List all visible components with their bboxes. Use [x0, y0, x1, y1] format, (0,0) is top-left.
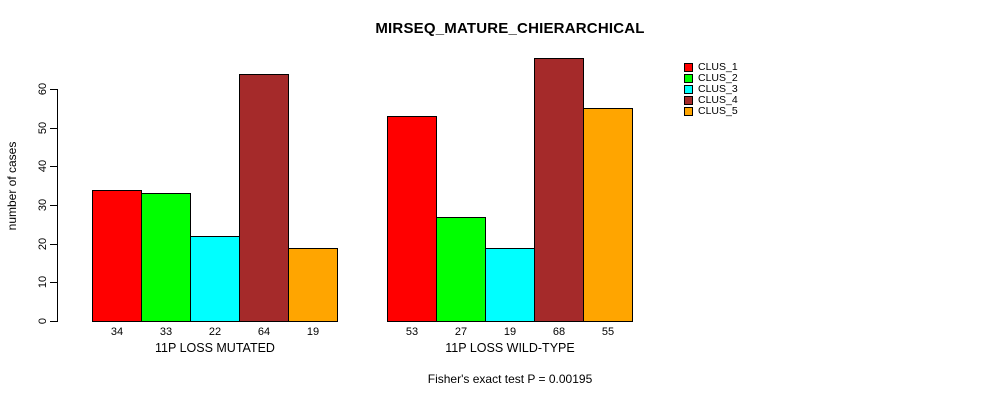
y-tick: [50, 282, 58, 284]
bar-value-label: 22: [208, 326, 222, 338]
legend-swatch: [684, 95, 693, 105]
legend-label: CLUS_3: [698, 83, 738, 95]
legend-label: CLUS_2: [698, 72, 738, 84]
y-tick-label: 30: [37, 198, 49, 212]
y-tick-label: 40: [37, 160, 49, 173]
bar-value-label: 55: [601, 326, 615, 338]
legend-swatch: [684, 84, 693, 94]
footer-note: Fisher's exact test P = 0.00195: [427, 372, 593, 386]
legend-label: CLUS_5: [698, 105, 738, 117]
y-axis-title: number of cases: [5, 141, 19, 231]
group-label: 11P LOSS MUTATED: [155, 341, 275, 355]
y-tick: [50, 205, 58, 206]
legend-item: CLUS_2: [684, 73, 738, 83]
bar: [141, 193, 191, 322]
legend-swatch: [684, 62, 693, 72]
bar: [288, 247, 338, 322]
bar: [387, 116, 437, 322]
legend-label: CLUS_4: [698, 94, 738, 106]
legend-label: CLUS_1: [698, 61, 738, 73]
bar-value-label: 68: [552, 326, 566, 338]
legend-item: CLUS_1: [684, 62, 738, 72]
bar-value-label: 19: [306, 326, 320, 338]
bar: [583, 108, 633, 322]
y-tick: [50, 89, 58, 90]
bar: [485, 247, 535, 322]
y-tick: [50, 243, 58, 245]
bar: [534, 58, 584, 322]
bar-value-label: 34: [110, 326, 124, 338]
bar-value-label: 64: [257, 326, 271, 338]
chart-title: MIRSEQ_MATURE_CHIERARCHICAL: [375, 20, 645, 37]
y-tick-label: 0: [37, 317, 49, 325]
legend-item: CLUS_4: [684, 95, 738, 105]
y-tick: [50, 321, 58, 322]
bar-value-label: 33: [159, 326, 173, 338]
bar: [436, 216, 486, 322]
y-tick-label: 50: [37, 121, 49, 134]
legend: CLUS_1 CLUS_2 CLUS_3 CLUS_4 CLUS_5: [684, 62, 738, 117]
y-tick: [50, 166, 58, 168]
legend-item: CLUS_5: [684, 106, 738, 116]
y-tick-label: 60: [37, 82, 49, 96]
bar: [190, 235, 240, 322]
legend-swatch: [684, 73, 693, 83]
group-label: 11P LOSS WILD-TYPE: [445, 341, 575, 355]
bar-value-label: 27: [454, 326, 468, 338]
bar: [92, 189, 142, 322]
legend-item: CLUS_3: [684, 84, 738, 94]
y-tick-label: 20: [37, 237, 49, 250]
y-tick: [50, 127, 58, 129]
bar-value-label: 19: [503, 326, 517, 338]
legend-swatch: [684, 106, 693, 116]
bar-value-label: 53: [405, 326, 419, 338]
y-tick-label: 10: [37, 276, 49, 289]
bar: [239, 73, 289, 322]
